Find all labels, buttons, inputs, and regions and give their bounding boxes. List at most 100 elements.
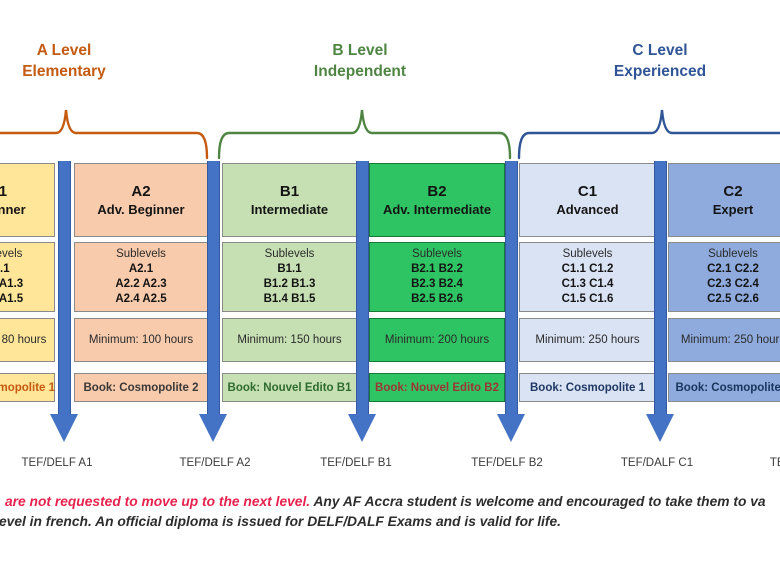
b1-sublevels-box: Sublevels B1.1 B1.2 B1.3 B1.4 B1.5 — [222, 242, 357, 312]
exam-label-a2: TEF/DELF A2 — [179, 457, 251, 469]
b1-book: Book: Nouvel Edito B1 — [227, 381, 352, 394]
b1-code: B1 — [279, 182, 300, 200]
column-a1: A1 Beginner Sublevels A1.1 A1.2 A1.3 A1.… — [0, 163, 55, 402]
a1-sublevel-line: A1.4 A1.5 — [0, 293, 24, 305]
c1-hours: Minimum: 250 hours — [535, 334, 640, 346]
a2-hours-box: Minimum: 100 hours — [74, 318, 208, 362]
b2-hours-box: Minimum: 200 hours — [369, 318, 505, 362]
b2-sublevels-box: Sublevels B2.1 B2.2 B2.3 B2.4 B2.5 B2.6 — [369, 242, 505, 312]
b1-hours-box: Minimum: 150 hours — [222, 318, 357, 362]
c2-hours-box: Minimum: 250 hours — [668, 318, 780, 362]
footer-line-1: are not requested to move up to the next… — [5, 494, 766, 509]
a2-sublevel-line: A2.4 A2.5 — [115, 293, 167, 305]
c2-code: C2 — [723, 182, 743, 200]
b2-sublevel-line: B2.1 B2.2 — [411, 263, 463, 275]
c2-sublevel-line: C2.3 C2.4 — [707, 278, 759, 290]
c1-sublevels-label: Sublevels — [562, 248, 613, 260]
group-c-line1: C Level — [632, 42, 688, 59]
a2-sublevel-line: A2.2 A2.3 — [115, 278, 167, 290]
progress-bar-4 — [504, 161, 518, 416]
a2-sublevel-line: A2.1 — [128, 263, 154, 275]
a2-book-box: Book: Cosmopolite 2 — [74, 373, 208, 402]
group-b-line1: B Level — [332, 42, 388, 59]
footer-line-2: evel in french. An official diploma is i… — [0, 514, 561, 529]
c1-name: Advanced — [556, 201, 619, 217]
b1-sublevel-line: B1.1 — [277, 263, 302, 275]
a1-name: Beginner — [0, 201, 26, 217]
b2-name: Adv. Intermediate — [382, 201, 492, 217]
c1-book-box: Book: Cosmopolite 1 — [519, 373, 656, 402]
exam-label-b1: TEF/DELF B1 — [320, 457, 392, 469]
c1-code: C1 — [577, 182, 598, 200]
a2-header-box: A2 Adv. Beginner — [74, 163, 208, 237]
c2-book-box: Book: Cosmopolite 2 — [668, 373, 780, 402]
a2-book: Book: Cosmopolite 2 — [83, 381, 199, 394]
b2-header-box: B2 Adv. Intermediate — [369, 163, 505, 237]
c2-sublevel-line: C2.5 C2.6 — [707, 293, 759, 305]
c1-hours-box: Minimum: 250 hours — [519, 318, 656, 362]
down-arrow-icon — [497, 414, 525, 442]
a2-sublevels-box: Sublevels A2.1 A2.2 A2.3 A2.4 A2.5 — [74, 242, 208, 312]
c1-book: Book: Cosmopolite 1 — [529, 381, 645, 394]
b2-code: B2 — [427, 182, 447, 200]
exam-label-c1: TEF/DALF C1 — [620, 457, 694, 469]
brace-a — [0, 109, 209, 160]
c2-sublevels-box: Sublevels C2.1 C2.2 C2.3 C2.4 C2.5 C2.6 — [668, 242, 780, 312]
column-a2: A2 Adv. Beginner Sublevels A2.1 A2.2 A2.… — [74, 163, 208, 402]
c2-sublevels-label: Sublevels — [708, 248, 758, 260]
exam-label-c2: TEF/DALF C2 — [769, 457, 780, 469]
down-arrow-icon — [646, 414, 674, 442]
b1-hours: Minimum: 150 hours — [237, 334, 342, 346]
c1-sublevel-line: C1.1 C1.2 — [561, 263, 614, 275]
c2-name: Expert — [712, 201, 754, 217]
brace-c — [517, 109, 780, 160]
a1-sublevel-line: A1.2 A1.3 — [0, 278, 24, 290]
b2-hours: Minimum: 200 hours — [384, 334, 490, 346]
progress-bar-3 — [355, 161, 369, 416]
a1-sublevel-line: A1.1 — [0, 263, 10, 275]
column-b1: B1 Intermediate Sublevels B1.1 B1.2 B1.3… — [222, 163, 357, 402]
a2-name: Adv. Beginner — [97, 201, 185, 217]
a1-book: Book: Cosmopolite 1 — [0, 381, 56, 394]
a1-sublevels-box: Sublevels A1.1 A1.2 A1.3 A1.4 A1.5 — [0, 242, 55, 312]
group-title-c: C Level Experienced — [614, 40, 706, 82]
c2-header-box: C2 Expert — [668, 163, 780, 237]
a1-header-box: A1 Beginner — [0, 163, 55, 237]
b1-sublevels-label: Sublevels — [264, 248, 315, 260]
group-b-line2: Independent — [313, 63, 407, 80]
group-a-line2: Elementary — [22, 63, 106, 80]
group-c-line2: Experienced — [613, 63, 707, 80]
column-c2: C2 Expert Sublevels C2.1 C2.2 C2.3 C2.4 … — [668, 163, 780, 402]
exam-label-b2: TEF/DELF B2 — [471, 457, 543, 469]
a1-hours: Minimum: 80 hours — [0, 334, 47, 346]
group-title-a: A Level Elementary — [22, 40, 106, 82]
a1-code: A1 — [0, 182, 8, 200]
b1-header-box: B1 Intermediate — [222, 163, 357, 237]
c2-book: Book: Cosmopolite 2 — [675, 381, 780, 394]
a2-hours: Minimum: 100 hours — [88, 334, 194, 346]
b2-sublevel-line: B2.3 B2.4 — [411, 278, 463, 290]
b2-sublevels-label: Sublevels — [412, 248, 462, 260]
c1-header-box: C1 Advanced — [519, 163, 656, 237]
column-c1: C1 Advanced Sublevels C1.1 C1.2 C1.3 C1.… — [519, 163, 656, 402]
progress-bar-5 — [653, 161, 667, 416]
column-b2: B2 Adv. Intermediate Sublevels B2.1 B2.2… — [369, 163, 505, 402]
c1-sublevel-line: C1.3 C1.4 — [561, 278, 614, 290]
down-arrow-icon — [50, 414, 78, 442]
a1-sublevels-label: Sublevels — [0, 248, 23, 260]
b1-sublevel-line: B1.2 B1.3 — [263, 278, 316, 290]
down-arrow-icon — [348, 414, 376, 442]
b2-book: Book: Nouvel Edito B2 — [375, 381, 499, 394]
c2-hours: Minimum: 250 hours — [680, 334, 780, 346]
b2-sublevel-line: B2.5 B2.6 — [411, 293, 463, 305]
c1-sublevel-line: C1.5 C1.6 — [561, 293, 614, 305]
c1-sublevels-box: Sublevels C1.1 C1.2 C1.3 C1.4 C1.5 C1.6 — [519, 242, 656, 312]
progress-bar-1 — [57, 161, 71, 416]
footer-dark-text: Any AF Accra student is welcome and enco… — [310, 494, 766, 509]
brace-b — [217, 109, 512, 160]
progress-bar-2 — [206, 161, 220, 416]
exam-label-a1: TEF/DELF A1 — [21, 457, 93, 469]
a2-sublevels-label: Sublevels — [116, 248, 166, 260]
a2-code: A2 — [131, 182, 151, 200]
